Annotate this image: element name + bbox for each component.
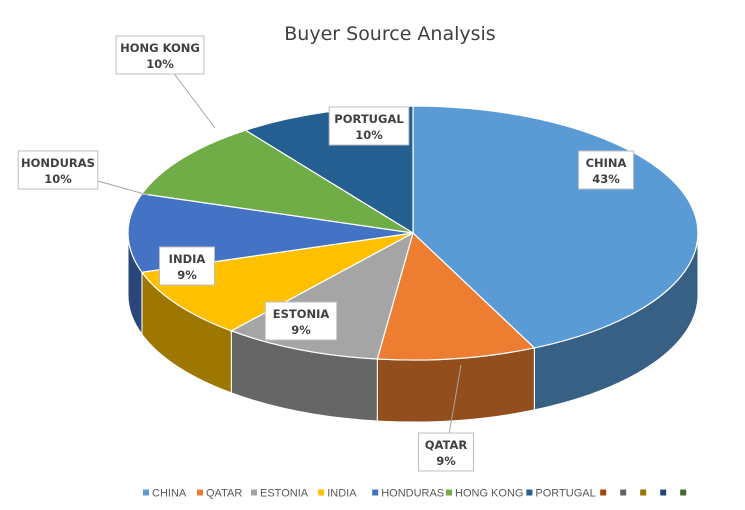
data-label-honduras: HONDURAS 10%: [17, 150, 99, 190]
legend-item: [640, 489, 647, 496]
legend-swatch: [680, 489, 687, 496]
legend-item: ESTONIA: [251, 488, 309, 500]
data-label-percent: 9%: [436, 454, 456, 468]
pie-sides: [127, 232, 699, 423]
data-label-percent: 10%: [44, 172, 72, 186]
legend-item: INDIA: [318, 488, 357, 500]
data-labels: CHINA 43% QATAR 9% ESTONIA 9% INDIA 9% HONDURAS 1…: [17, 35, 634, 472]
legend-item: PORTUGAL: [526, 488, 596, 500]
legend-item: [620, 489, 627, 496]
data-label-box: [418, 432, 474, 472]
legend-label-china: CHINA: [152, 488, 187, 500]
data-label-hong-kong: HONG KONG 10%: [115, 35, 205, 75]
legend-item: CHINA: [143, 488, 187, 500]
data-label-percent: 9%: [177, 268, 197, 282]
data-label-category: INDIA: [169, 252, 206, 266]
legend-label-estonia: ESTONIA: [260, 488, 309, 500]
pie-top: [127, 105, 699, 361]
data-label-percent: 9%: [291, 323, 311, 337]
data-label-china: CHINA 43%: [578, 150, 634, 190]
legend-swatch: [197, 489, 203, 496]
legend-swatch: [620, 489, 627, 496]
legend-label-qatar: QATAR: [206, 488, 242, 500]
legend-item: [660, 489, 667, 496]
data-label-portugal: PORTUGAL 10%: [328, 106, 410, 146]
legend-swatch: [446, 489, 452, 496]
legend: CHINA QATAR ESTONIA INDIA HONDURAS HONG KONG P…: [143, 488, 687, 500]
data-label-box: [578, 150, 634, 190]
data-label-box: [264, 301, 338, 341]
legend-swatch: [318, 489, 325, 496]
legend-label-india: INDIA: [327, 488, 357, 500]
legend-swatch: [526, 489, 533, 496]
legend-item: HONDURAS: [372, 488, 444, 500]
legend-swatch: [372, 489, 379, 496]
data-label-box: [159, 246, 215, 286]
data-label-box: [328, 106, 410, 146]
data-label-india: INDIA 9%: [159, 246, 215, 286]
data-label-percent: 10%: [355, 128, 383, 142]
legend-swatch: [660, 489, 667, 496]
data-label-category: QATAR: [425, 438, 468, 452]
pie-slice-qatar: [376, 231, 536, 361]
legend-item: [600, 489, 607, 496]
legend-item: QATAR: [197, 488, 242, 500]
pie-slice-india: [140, 232, 414, 332]
data-label-estonia: ESTONIA 9%: [264, 301, 338, 341]
legend-item: [680, 489, 687, 496]
data-label-percent: 43%: [592, 172, 620, 186]
data-label-category: CHINA: [586, 156, 627, 170]
chart-title: Buyer Source Analysis: [284, 23, 495, 45]
data-label-box: [115, 35, 205, 75]
data-label-percent: 10%: [146, 57, 174, 71]
pie-slice-hong-kong: [140, 129, 414, 234]
legend-swatch: [251, 489, 257, 496]
data-label-category: HONDURAS: [21, 156, 95, 170]
legend-swatch: [640, 489, 647, 496]
data-label-box: [17, 150, 99, 190]
data-label-qatar: QATAR 9%: [418, 432, 474, 472]
data-label-category: HONG KONG: [120, 41, 200, 55]
legend-label-honduras: HONDURAS: [381, 488, 444, 500]
data-label-category: ESTONIA: [273, 307, 330, 321]
legend-swatch: [143, 489, 149, 496]
data-label-category: PORTUGAL: [334, 112, 404, 126]
legend-label-hong-kong: HONG KONG: [455, 488, 523, 500]
legend-label-portugal: PORTUGAL: [535, 488, 595, 500]
legend-swatch: [600, 489, 607, 496]
legend-item: HONG KONG: [446, 488, 523, 500]
